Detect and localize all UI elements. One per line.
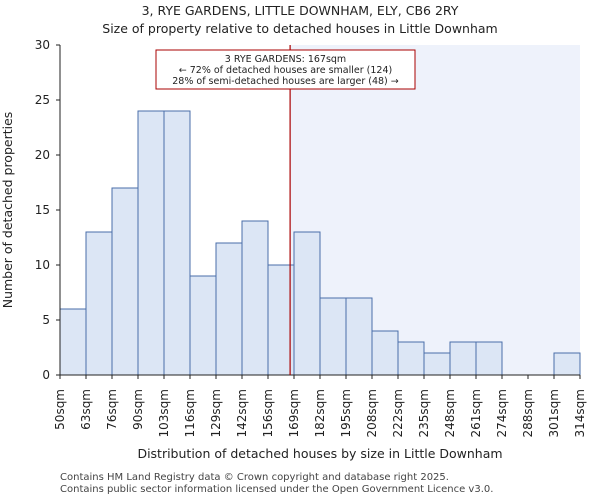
- x-tick-label: 235sqm: [417, 389, 431, 437]
- bar-50sqm: [59, 308, 87, 376]
- annotation-smaller: ← 72% of detached houses are smaller (12…: [179, 65, 392, 76]
- y-axis-title: Number of detached properties: [0, 112, 15, 309]
- x-tick-label: 208sqm: [365, 389, 379, 437]
- x-tick-label: 156sqm: [261, 389, 275, 437]
- x-tick-label: 261sqm: [469, 389, 483, 437]
- annotation-box: [155, 49, 416, 90]
- x-tick-label: 90sqm: [131, 389, 145, 430]
- bar-129sqm: [215, 242, 243, 376]
- chart-title-address: 3, RYE GARDENS, LITTLE DOWNHAM, ELY, CB6…: [141, 3, 459, 18]
- x-tick-label: 103sqm: [157, 389, 171, 437]
- footer-copyright: Contains HM Land Registry data © Crown c…: [60, 472, 449, 483]
- bar-195sqm: [345, 297, 373, 376]
- bar-248sqm: [449, 341, 477, 376]
- bar-63sqm: [85, 231, 113, 376]
- bar-182sqm: [319, 297, 347, 376]
- y-tick-label: 5: [42, 313, 50, 327]
- bar-235sqm: [423, 352, 451, 376]
- bar-116sqm: [189, 275, 217, 376]
- x-tick-label: 63sqm: [79, 389, 93, 430]
- y-tick-label: 10: [35, 258, 50, 272]
- bar-103sqm: [163, 110, 191, 376]
- bar-169sqm: [293, 231, 321, 376]
- bar-142sqm: [241, 220, 269, 376]
- annotation-title: 3 RYE GARDENS: 167sqm: [225, 54, 346, 65]
- x-tick-label: 182sqm: [313, 389, 327, 437]
- x-axis-title: Distribution of detached houses by size …: [137, 446, 502, 461]
- x-tick-label: 50sqm: [53, 389, 67, 430]
- bar-301sqm: [553, 352, 581, 376]
- x-tick-label: 248sqm: [443, 389, 457, 437]
- x-tick-label: 301sqm: [547, 389, 561, 437]
- y-tick-label: 15: [35, 203, 50, 217]
- x-tick-label: 314sqm: [573, 389, 587, 437]
- y-tick-label: 20: [35, 148, 50, 162]
- annotation-larger: 28% of semi-detached houses are larger (…: [172, 76, 399, 87]
- x-tick-label: 222sqm: [391, 389, 405, 437]
- y-tick-label: 30: [35, 38, 50, 52]
- bar-76sqm: [111, 187, 139, 376]
- chart-subtitle: Size of property relative to detached ho…: [102, 21, 498, 36]
- x-tick-label: 195sqm: [339, 389, 353, 437]
- bar-208sqm: [371, 330, 399, 376]
- footer-licence: Contains public sector information licen…: [60, 484, 494, 495]
- bar-222sqm: [397, 341, 425, 376]
- x-tick-label: 129sqm: [209, 389, 223, 437]
- y-tick-label: 25: [35, 93, 50, 107]
- bar-261sqm: [475, 341, 503, 376]
- x-tick-label: 116sqm: [183, 389, 197, 437]
- x-tick-label: 274sqm: [495, 389, 509, 437]
- x-tick-label: 76sqm: [105, 389, 119, 430]
- y-tick-label: 0: [42, 368, 50, 382]
- x-tick-label: 288sqm: [521, 389, 535, 437]
- x-tick-label: 169sqm: [287, 389, 301, 437]
- x-tick-label: 142sqm: [235, 389, 249, 437]
- bar-90sqm: [137, 110, 165, 376]
